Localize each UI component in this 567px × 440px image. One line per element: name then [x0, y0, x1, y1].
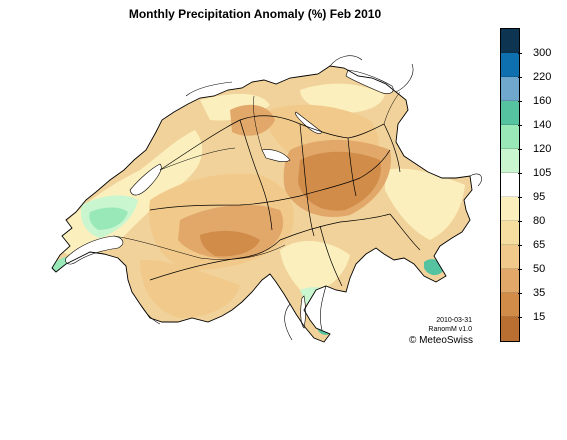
copyright: © MeteoSwiss	[408, 335, 473, 346]
lake-maggiore	[300, 295, 306, 329]
anomaly-zone-105-120	[89, 207, 128, 230]
neighbor-border	[139, 55, 482, 341]
map-title: Monthly Precipitation Anomaly (%) Feb 20…	[128, 7, 382, 21]
legend-tick-mark	[518, 53, 522, 54]
legend-tick-mark	[518, 245, 522, 246]
anomaly-zone-15-35	[200, 230, 260, 257]
legend-swatch	[501, 173, 519, 197]
cantonal-boundaries	[149, 115, 421, 287]
legend-tick-mark	[518, 101, 522, 102]
anomaly-zone-105-120	[300, 287, 338, 306]
lake-lucerne	[261, 149, 291, 162]
legend-tick-label: 105	[533, 167, 552, 179]
legend-tick-mark	[518, 149, 522, 150]
legend-tick-mark	[518, 197, 522, 198]
legend-swatch	[501, 293, 519, 317]
legend-tick-label: 65	[533, 239, 546, 251]
legend-swatch	[501, 149, 519, 173]
legend-tick-mark	[518, 77, 522, 78]
legend-tick-mark	[518, 125, 522, 126]
legend-tick-label: 220	[533, 71, 552, 83]
legend-tick-mark	[518, 293, 522, 294]
rivers	[113, 91, 401, 260]
legend-tick-label: 140	[533, 119, 552, 131]
legend-tick-label: 120	[533, 143, 552, 155]
anomaly-zone-35-50	[230, 104, 275, 136]
legend-swatch	[501, 29, 519, 53]
legend-swatch	[501, 77, 519, 101]
legend-swatch	[501, 245, 519, 269]
legend-swatch	[501, 53, 519, 77]
legend-swatch	[501, 101, 519, 125]
legend-tick-mark	[518, 221, 522, 222]
anomaly-fields	[52, 66, 465, 335]
legend-tick-label: 15	[533, 311, 546, 323]
legend-swatch	[501, 317, 519, 341]
legend-tick-label: 160	[533, 95, 552, 107]
anomaly-zone-80-95	[280, 240, 350, 295]
legend-tick-label: 35	[533, 287, 546, 299]
stamp: 2010-03-31 RanomM v1.0	[410, 316, 472, 334]
legend-swatch	[501, 269, 519, 293]
legend-tick-label: 50	[533, 263, 546, 275]
legend-swatch	[501, 221, 519, 245]
legend-tick-label: 300	[533, 47, 552, 59]
legend-tick-mark	[518, 269, 522, 270]
legend-tick-label: 80	[533, 215, 546, 227]
anomaly-zone-80-95	[385, 168, 465, 240]
anomaly-zone-15-35	[298, 151, 381, 211]
anomaly-zone-50-65	[140, 259, 240, 318]
legend-swatch	[501, 125, 519, 149]
color-legend	[500, 28, 520, 342]
lake-neuchatel	[129, 163, 162, 196]
country-border	[51, 65, 473, 343]
lake-zurich	[295, 111, 323, 134]
legend-tick-mark	[518, 317, 522, 318]
stamp-product: RanomM v1.0	[428, 326, 472, 333]
anomaly-zone-80-95	[300, 83, 385, 113]
legend-swatch	[501, 197, 519, 221]
legend-tick-label: 95	[533, 191, 546, 203]
legend-tick-mark	[518, 173, 522, 174]
stamp-date: 2010-03-31	[436, 317, 472, 324]
